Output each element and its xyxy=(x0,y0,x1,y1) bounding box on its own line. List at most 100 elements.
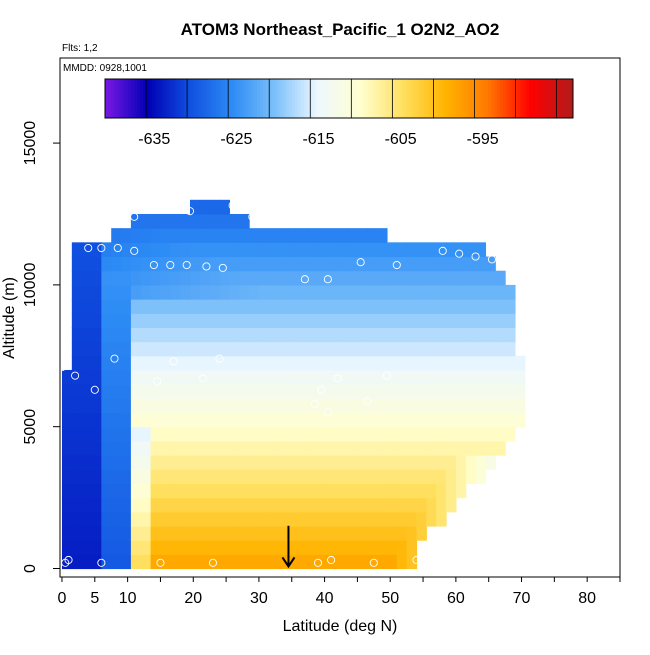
heatmap-cell xyxy=(327,412,339,428)
heatmap-cell xyxy=(219,426,230,442)
heatmap-cell xyxy=(416,511,427,527)
sample-point xyxy=(218,263,227,272)
heatmap-cell xyxy=(337,469,349,485)
heatmap-cell xyxy=(377,299,388,314)
sample-point xyxy=(166,260,175,270)
heatmap-cell xyxy=(298,554,309,570)
heatmap-cell xyxy=(406,483,418,499)
heatmap-cell xyxy=(436,440,447,456)
colorbar-segment xyxy=(423,79,428,118)
heatmap-cell xyxy=(219,369,230,385)
heatmap-cell xyxy=(426,497,437,513)
colorbar-tick-label: -595 xyxy=(467,131,499,148)
heatmap-cell xyxy=(160,497,171,513)
heatmap-cell xyxy=(298,440,309,456)
heatmap-cell xyxy=(318,440,329,456)
heatmap-cell xyxy=(249,497,260,513)
heatmap-cell xyxy=(71,398,83,414)
heatmap-cell xyxy=(337,540,349,555)
heatmap-cell xyxy=(298,369,309,385)
colorbar-segment xyxy=(458,79,463,118)
heatmap-cell xyxy=(288,256,299,272)
heatmap-cell xyxy=(298,540,309,555)
heatmap-cell xyxy=(367,369,378,385)
heatmap-cell xyxy=(189,213,201,229)
heatmap-cell xyxy=(357,284,368,300)
heatmap-cell xyxy=(140,327,152,343)
sample-point xyxy=(323,408,332,417)
heatmap-cell xyxy=(406,299,418,314)
heatmap-cell xyxy=(170,327,181,343)
heatmap-cell xyxy=(268,341,280,357)
heatmap-cell xyxy=(180,270,191,286)
heatmap-cell xyxy=(209,270,221,286)
heatmap-cell xyxy=(367,284,378,300)
heatmap-cell xyxy=(386,426,398,442)
colorbar-segment xyxy=(534,79,539,118)
heatmap-cell xyxy=(337,554,349,570)
colorbar-segment xyxy=(403,79,407,118)
heatmap-cell xyxy=(209,511,221,527)
heatmap-cell xyxy=(278,228,290,243)
heatmap-cell xyxy=(258,341,270,357)
heatmap-cell xyxy=(61,440,73,456)
heatmap-cell xyxy=(268,398,280,414)
heatmap-cell xyxy=(288,426,299,442)
heatmap-cell xyxy=(258,426,270,442)
heatmap-cell xyxy=(101,313,112,329)
heatmap-cell xyxy=(396,355,408,371)
heatmap-cell xyxy=(436,426,447,442)
heatmap-cell xyxy=(219,398,230,414)
heatmap-cell xyxy=(199,554,211,570)
heatmap-cell xyxy=(455,242,467,258)
heatmap-cell xyxy=(505,426,516,442)
heatmap-cell xyxy=(367,455,378,470)
sample-point xyxy=(310,399,319,409)
heatmap-cell xyxy=(485,270,496,286)
heatmap-cell xyxy=(455,412,467,428)
heatmap-cell xyxy=(239,313,250,329)
heatmap-cell xyxy=(209,469,221,485)
heatmap-cell xyxy=(347,228,358,243)
heatmap-cell xyxy=(446,369,457,385)
colorbar-segment xyxy=(222,79,226,118)
heatmap-cell xyxy=(396,554,408,570)
heatmap-cell xyxy=(455,299,467,314)
heatmap-cell xyxy=(298,341,309,357)
heatmap-cell xyxy=(327,341,339,357)
heatmap-cell xyxy=(229,511,240,527)
heatmap-cell xyxy=(268,369,280,385)
heatmap-cell xyxy=(268,497,280,513)
heatmap-cell xyxy=(318,228,329,243)
heatmap-cell xyxy=(347,327,358,343)
heatmap-cell xyxy=(495,270,506,286)
colorbar-segment xyxy=(476,79,480,118)
heatmap-cell xyxy=(475,270,487,286)
heatmap-cell xyxy=(249,455,260,470)
heatmap-cell xyxy=(249,469,260,485)
heatmap-cell xyxy=(209,284,221,300)
heatmap-cell xyxy=(367,299,378,314)
colorbar-segment xyxy=(450,79,454,118)
heatmap-cell xyxy=(288,384,299,399)
heatmap-cell xyxy=(219,228,230,243)
heatmap-cell xyxy=(121,440,132,456)
heatmap-cell xyxy=(219,355,230,371)
colorbar-segment xyxy=(327,79,331,118)
heatmap-cell xyxy=(377,483,388,499)
heatmap-cell xyxy=(219,511,230,527)
heatmap-cell xyxy=(465,256,477,272)
colorbar-segment xyxy=(113,79,118,118)
heatmap-cell xyxy=(209,299,221,314)
heatmap-cell xyxy=(416,525,427,541)
heatmap-cell xyxy=(406,540,418,555)
heatmap-cell xyxy=(396,455,408,470)
heatmap-cell xyxy=(268,554,280,570)
heatmap-cell xyxy=(465,327,477,343)
heatmap-cell xyxy=(170,242,181,258)
heatmap-cell xyxy=(278,412,290,428)
heatmap-cell xyxy=(505,398,516,414)
heatmap-cell xyxy=(475,256,487,272)
colorbar-segment xyxy=(400,79,404,118)
colorbar-segment xyxy=(339,79,343,118)
